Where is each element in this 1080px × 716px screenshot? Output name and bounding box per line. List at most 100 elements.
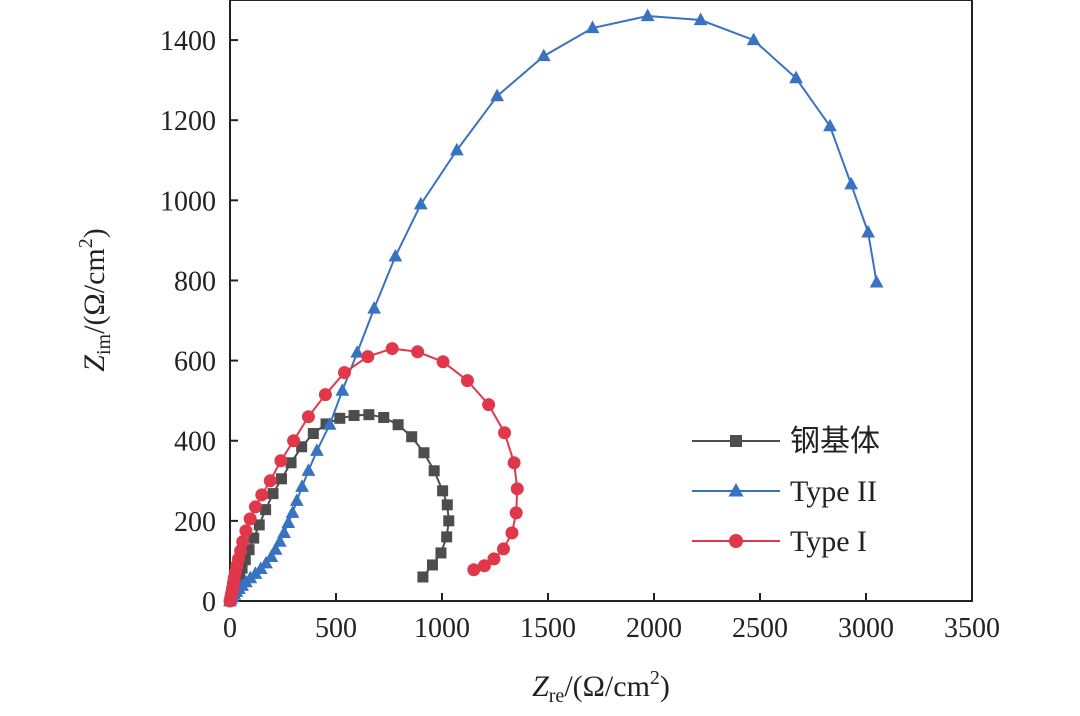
data-point <box>388 248 403 262</box>
series-line <box>229 15 878 602</box>
x-tick-label: 0 <box>223 613 237 644</box>
data-point <box>426 559 438 571</box>
data-point <box>789 70 803 84</box>
data-point <box>505 526 519 540</box>
data-point <box>823 118 837 132</box>
x-tick-label: 1000 <box>414 613 470 644</box>
data-point <box>274 454 288 468</box>
y-tick-label: 600 <box>174 347 216 378</box>
data-point <box>281 515 296 528</box>
data-point <box>243 512 257 526</box>
x-tick-label: 500 <box>315 613 357 644</box>
y-tick-label: 400 <box>174 427 216 458</box>
data-point <box>385 342 399 356</box>
data-point <box>510 482 524 496</box>
legend-label: Type I <box>790 525 867 558</box>
legend-item: Type I <box>692 525 867 558</box>
plot-area <box>229 0 973 602</box>
data-point <box>285 457 297 469</box>
data-point <box>264 549 279 563</box>
data-point <box>467 563 481 577</box>
y-tick-label: 800 <box>174 266 216 297</box>
legend-label: Type II <box>790 475 877 508</box>
data-point <box>301 463 316 476</box>
legend-marker <box>728 482 744 497</box>
x-tick-label: 2500 <box>732 613 788 644</box>
y-axis-title: Zim/(Ω/cm2) <box>75 228 115 371</box>
data-point <box>260 504 272 516</box>
data-point <box>378 411 390 423</box>
data-point <box>428 465 440 477</box>
data-point <box>496 542 510 556</box>
data-point <box>861 224 875 238</box>
y-tick-label: 1000 <box>160 186 216 217</box>
data-point <box>350 345 365 358</box>
data-point <box>418 447 430 459</box>
data-point <box>869 274 884 288</box>
data-point <box>435 547 447 559</box>
x-tick-label: 3000 <box>838 613 894 644</box>
data-point <box>322 417 337 430</box>
data-point <box>406 431 418 443</box>
data-point <box>487 552 501 566</box>
data-point <box>437 485 449 497</box>
data-point <box>243 544 255 556</box>
data-point <box>498 426 512 440</box>
y-tick-label: 0 <box>202 587 216 618</box>
y-tick-label: 1200 <box>160 106 216 137</box>
y-axis-ticks: 0 200 400 600 800 1000 1200 1400 <box>160 26 238 618</box>
data-point <box>411 345 425 359</box>
data-point <box>746 32 761 46</box>
data-point <box>413 196 428 210</box>
x-tick-label: 1500 <box>520 613 576 644</box>
data-point <box>236 535 250 549</box>
data-point <box>693 12 708 26</box>
data-point <box>253 519 265 531</box>
data-point <box>335 383 350 396</box>
data-point <box>361 350 375 364</box>
data-point <box>296 441 308 453</box>
data-point <box>248 532 260 544</box>
legend-marker <box>730 435 742 447</box>
x-axis-ticks: 0 500 1000 1500 2000 2500 3000 3500 <box>223 593 1000 644</box>
data-point <box>363 409 375 421</box>
data-point <box>239 524 253 538</box>
data-point <box>585 20 600 34</box>
data-point <box>295 479 309 492</box>
y-tick-label: 200 <box>174 507 216 538</box>
data-point <box>301 410 315 424</box>
data-point <box>276 473 288 485</box>
data-point <box>287 434 301 448</box>
series-1 <box>223 8 884 607</box>
y-tick-label: 1400 <box>160 26 216 57</box>
data-point <box>417 571 429 583</box>
data-point <box>509 506 523 520</box>
data-point <box>277 525 291 538</box>
data-point <box>441 499 453 511</box>
plot-frame <box>229 0 973 602</box>
data-point <box>449 142 464 156</box>
data-point <box>507 456 521 470</box>
data-point <box>482 398 496 412</box>
data-point <box>248 500 262 514</box>
data-point <box>436 355 450 369</box>
data-point <box>307 428 319 440</box>
series-line <box>229 347 519 602</box>
data-point <box>337 366 351 380</box>
legend-label: 钢基体 <box>790 425 880 458</box>
data-point <box>259 555 273 569</box>
legend: 钢基体 Type II Type I <box>692 425 880 558</box>
x-tick-label: 3500 <box>944 613 1000 644</box>
data-point <box>310 443 324 456</box>
data-point <box>289 493 304 506</box>
data-point <box>443 515 455 527</box>
data-point <box>255 488 269 502</box>
series-2 <box>223 342 524 608</box>
legend-marker <box>729 534 743 548</box>
data-point <box>640 8 655 22</box>
data-point <box>268 542 283 555</box>
data-point <box>263 474 277 488</box>
data-point <box>490 88 504 102</box>
data-point <box>441 531 453 543</box>
